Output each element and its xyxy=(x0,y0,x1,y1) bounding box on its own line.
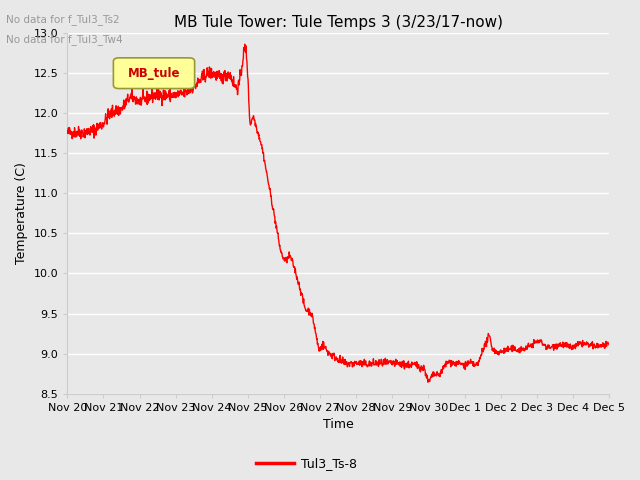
Y-axis label: Temperature (C): Temperature (C) xyxy=(15,162,28,264)
Text: Tul3_Ts-8: Tul3_Ts-8 xyxy=(301,456,357,470)
Text: No data for f_Tul3_Ts2: No data for f_Tul3_Ts2 xyxy=(6,14,120,25)
Text: No data for f_Tul3_Tw4: No data for f_Tul3_Tw4 xyxy=(6,34,123,45)
Title: MB Tule Tower: Tule Temps 3 (3/23/17-now): MB Tule Tower: Tule Temps 3 (3/23/17-now… xyxy=(173,15,502,30)
X-axis label: Time: Time xyxy=(323,419,353,432)
FancyBboxPatch shape xyxy=(113,58,195,88)
Text: MB_tule: MB_tule xyxy=(128,67,180,80)
